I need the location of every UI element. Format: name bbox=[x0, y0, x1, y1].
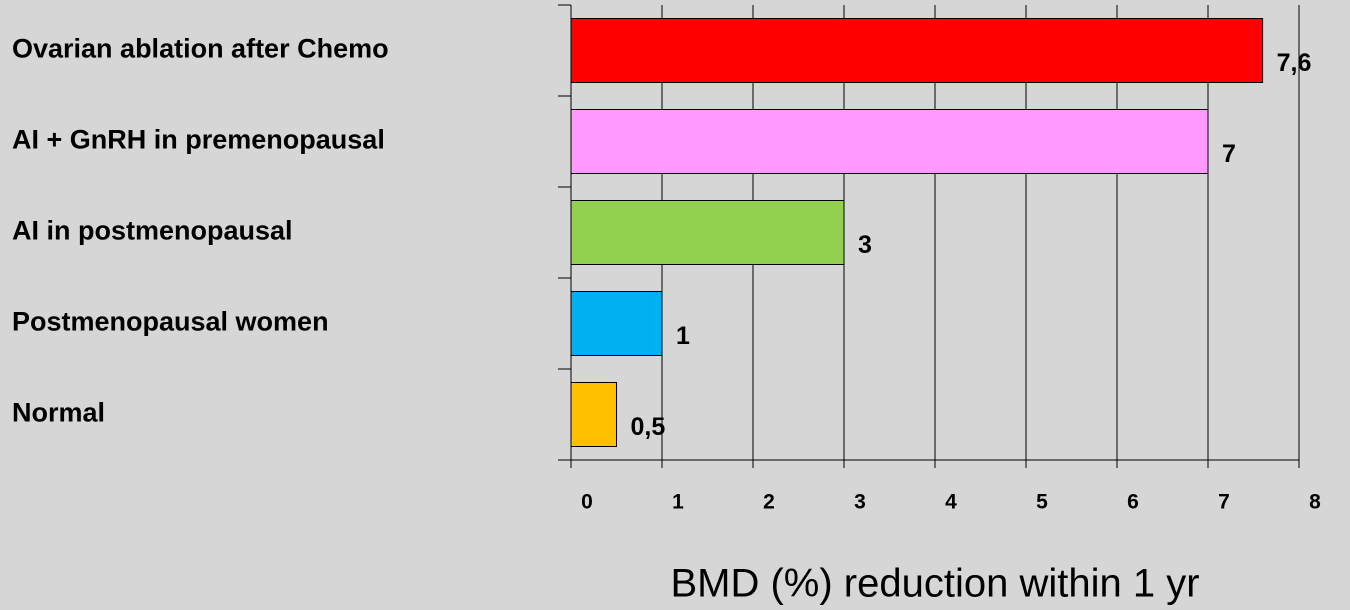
category-label: Normal bbox=[12, 398, 105, 428]
value-label: 1 bbox=[676, 322, 690, 350]
x-tick-label: 0 bbox=[581, 491, 593, 514]
x-tick-label: 8 bbox=[1309, 491, 1321, 514]
x-tick-label: 1 bbox=[672, 491, 684, 514]
bar bbox=[570, 200, 845, 265]
x-axis-title: BMD (%) reduction within 1 yr bbox=[670, 562, 1199, 606]
category-label: Ovarian ablation after Chemo bbox=[12, 34, 389, 64]
bar bbox=[570, 291, 663, 356]
x-tick-label: 4 bbox=[945, 491, 957, 514]
category-label: Postmenopausal women bbox=[12, 307, 329, 337]
value-label: 3 bbox=[858, 231, 872, 259]
bar bbox=[570, 382, 617, 447]
x-tick-label: 7 bbox=[1218, 491, 1230, 514]
value-label: 7 bbox=[1222, 140, 1236, 168]
bar bbox=[570, 109, 1209, 174]
bar bbox=[570, 18, 1264, 83]
value-label: 7,6 bbox=[1277, 49, 1312, 77]
value-label: 0,5 bbox=[631, 413, 666, 441]
x-tick-label: 3 bbox=[854, 491, 866, 514]
x-tick-label: 5 bbox=[1036, 491, 1048, 514]
category-label: AI + GnRH in premenopausal bbox=[12, 125, 385, 155]
x-tick-label: 2 bbox=[763, 491, 775, 514]
category-label: AI in postmenopausal bbox=[12, 216, 293, 246]
x-tick-label: 6 bbox=[1127, 491, 1139, 514]
